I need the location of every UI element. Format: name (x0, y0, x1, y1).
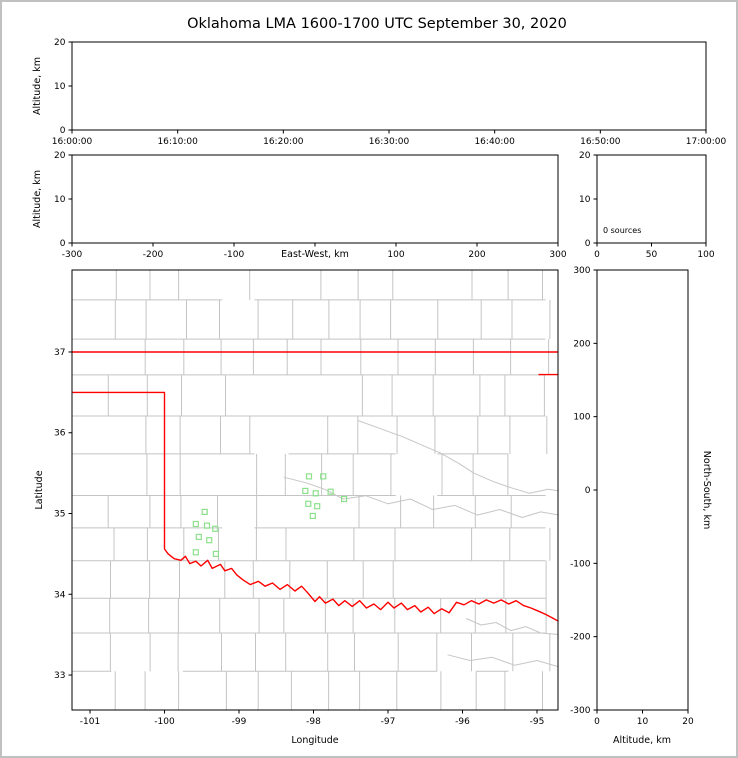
x-tick-label: 0 (594, 250, 600, 260)
x-tick-label: 16:10:00 (157, 137, 198, 147)
source-marker (192, 549, 199, 556)
north-south-axis-label: North-South, km (701, 451, 712, 529)
river (283, 476, 558, 518)
map-content (72, 270, 558, 710)
y-tick-label: -300 (570, 706, 591, 716)
y-tick-label: 200 (573, 339, 590, 349)
source-marker (212, 525, 219, 532)
x-tick-label: 200 (468, 250, 485, 260)
source-marker (305, 473, 313, 480)
histogram-annotation: 0 sources (603, 226, 641, 235)
source-marker (327, 488, 334, 495)
plan-view-panel (71, 269, 559, 711)
source-marker (309, 512, 316, 520)
source-marker (203, 522, 211, 529)
y-tick-label: 0 (585, 239, 591, 249)
x-tick-label: -95 (530, 717, 545, 727)
y-tick-label: 10 (54, 82, 66, 92)
longitude-axis-label: Longitude (291, 735, 338, 746)
x-tick-label: 0 (594, 717, 600, 727)
y-tick-label: 37 (54, 348, 65, 358)
source-marker (212, 550, 219, 558)
source-marker (341, 495, 348, 503)
x-tick-label: 16:50:00 (580, 137, 621, 147)
east-west-height-ylabel: Altitude, km (32, 170, 43, 228)
river (447, 654, 558, 668)
x-tick-label: 50 (646, 250, 658, 260)
x-tick-label: -200 (143, 250, 164, 260)
x-tick-label: 100 (387, 250, 404, 260)
x-tick-label: -99 (232, 717, 247, 727)
x-tick-label: 300 (549, 250, 566, 260)
x-tick-label: 16:20:00 (263, 137, 304, 147)
time-height-panel (71, 41, 707, 131)
y-tick-label: -100 (570, 559, 591, 569)
county-boundaries (72, 270, 551, 710)
y-tick-label: 35 (54, 510, 65, 520)
river (466, 618, 558, 635)
axis-ticks: 16:00:00 16:10:00 16:20:00 16:30:00 16:40:00… (52, 38, 727, 727)
source-marker (312, 490, 319, 497)
y-tick-label: 10 (579, 195, 591, 205)
x-tick-label: 10 (637, 717, 649, 727)
x-tick-label: -98 (306, 717, 321, 727)
y-tick-label: 33 (54, 671, 65, 681)
river (358, 420, 558, 494)
y-tick-label: 10 (54, 195, 66, 205)
x-tick-label: -100 (224, 250, 245, 260)
x-tick-label: 100 (697, 250, 714, 260)
north-south-height-panel (596, 269, 689, 711)
source-marker (195, 533, 202, 541)
y-tick-label: 0 (60, 239, 66, 249)
altitude-axis-label: Altitude, km (613, 735, 671, 746)
y-tick-label: 34 (54, 590, 66, 600)
x-tick-label: 16:00:00 (52, 137, 93, 147)
time-height-ylabel: Altitude, km (32, 57, 43, 115)
y-tick-label: 20 (579, 151, 591, 161)
y-tick-label: -200 (570, 633, 591, 643)
y-tick-label: 0 (585, 486, 591, 496)
source-marker (302, 487, 309, 494)
source-marker (206, 537, 213, 544)
x-tick-label: -101 (80, 717, 100, 727)
y-tick-label: 300 (573, 266, 590, 276)
y-tick-label: 20 (54, 151, 66, 161)
east-west-axis-label: East-West, km (281, 249, 349, 260)
x-tick-label: -100 (154, 717, 175, 727)
latitude-axis-label: Latitude (34, 470, 45, 509)
y-tick-label: 20 (54, 38, 66, 48)
x-tick-label: 20 (682, 717, 694, 727)
y-tick-label: 100 (573, 413, 590, 423)
source-marker (320, 473, 327, 480)
source-marker (192, 520, 199, 528)
x-tick-label: -96 (455, 717, 470, 727)
x-tick-label: -300 (62, 250, 83, 260)
source-marker (201, 508, 208, 515)
east-west-height-panel (71, 154, 559, 244)
x-tick-label: 17:00:00 (686, 137, 727, 147)
source-marker (314, 503, 321, 510)
source-marker (305, 500, 312, 507)
x-tick-label: -97 (381, 717, 396, 727)
y-tick-label: 36 (54, 429, 66, 439)
x-tick-label: 16:30:00 (369, 137, 410, 147)
figure-title: Oklahoma LMA 1600-1700 UTC September 30,… (187, 16, 567, 32)
state-border (72, 391, 558, 622)
y-tick-label: 0 (60, 126, 66, 136)
x-tick-label: 16:40:00 (474, 137, 515, 147)
